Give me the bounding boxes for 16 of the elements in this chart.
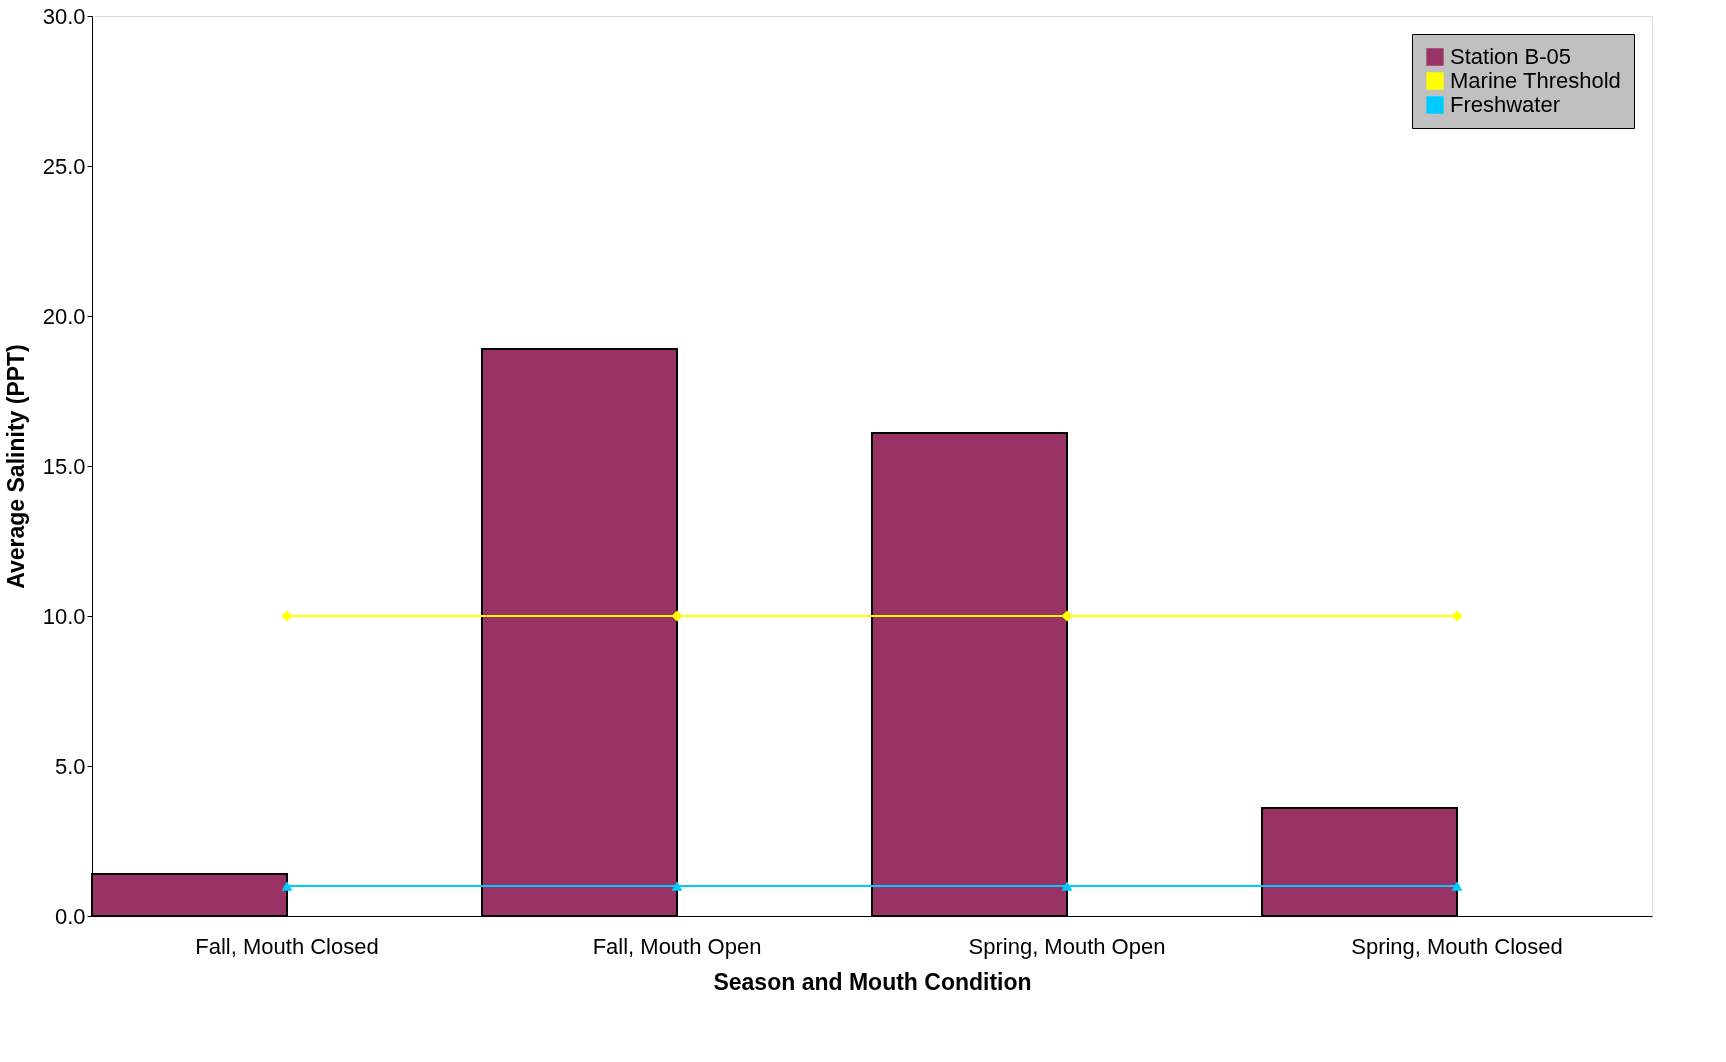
legend-label: Station B-05	[1450, 44, 1572, 69]
legend-label: Freshwater	[1450, 92, 1561, 117]
y-tick-label: 15.0	[42, 453, 86, 479]
x-tick-label: Fall, Mouth Open	[592, 933, 762, 959]
y-tick-label: 25.0	[42, 153, 86, 179]
y-tick-label: 30.0	[42, 3, 86, 29]
x-tick-label: Spring, Mouth Closed	[1351, 933, 1563, 959]
y-tick-label: 20.0	[42, 303, 86, 329]
x-axis-title: Season and Mouth Condition	[713, 968, 1032, 995]
y-tick-label: 10.0	[42, 603, 86, 629]
legend-label: Marine Threshold	[1450, 68, 1621, 93]
y-axis-title: Average Salinity (PPT)	[2, 344, 29, 589]
y-tick-label: 5.0	[54, 753, 86, 779]
x-tick-label: Spring, Mouth Open	[968, 933, 1166, 959]
x-tick-label: Fall, Mouth Closed	[195, 933, 379, 959]
y-tick-label: 0.0	[54, 903, 86, 929]
